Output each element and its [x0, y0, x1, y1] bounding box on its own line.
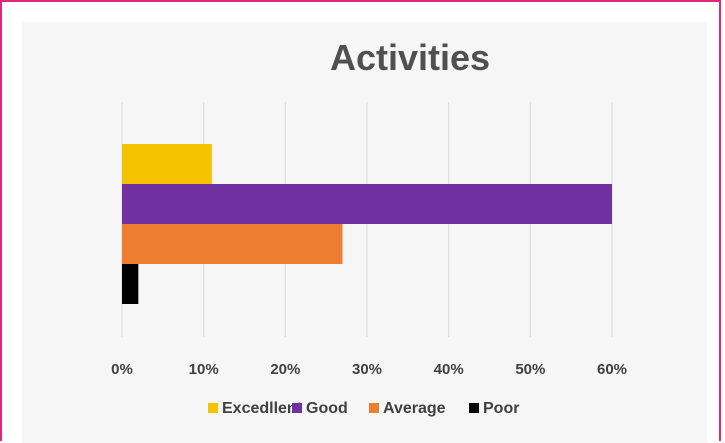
bar-good — [122, 184, 612, 224]
bar-excedllent — [122, 144, 212, 184]
x-tick-label: 60% — [597, 361, 627, 378]
legend: Excedllent Good Average Poor — [208, 400, 519, 417]
legend-swatch — [369, 403, 379, 413]
legend-label: Excedllent — [222, 400, 303, 417]
x-tick-label: 30% — [352, 361, 382, 378]
x-tick-label: 50% — [515, 361, 545, 378]
chart-title: Activities — [330, 37, 490, 78]
x-tick-label: 0% — [111, 361, 133, 378]
legend-label: Average — [383, 400, 446, 417]
legend-swatch — [208, 403, 218, 413]
legend-label: Poor — [483, 400, 519, 417]
bars — [122, 144, 612, 304]
bar-average — [122, 224, 343, 264]
legend-label: Good — [306, 400, 348, 417]
x-axis-ticks: 0% 10% 20% 30% 40% 50% 60% — [111, 361, 627, 378]
legend-swatch — [469, 403, 479, 413]
bar-poor — [122, 264, 139, 304]
x-tick-label: 10% — [189, 361, 219, 378]
legend-swatch — [292, 403, 302, 413]
x-tick-label: 40% — [434, 361, 464, 378]
x-tick-label: 20% — [270, 361, 300, 378]
